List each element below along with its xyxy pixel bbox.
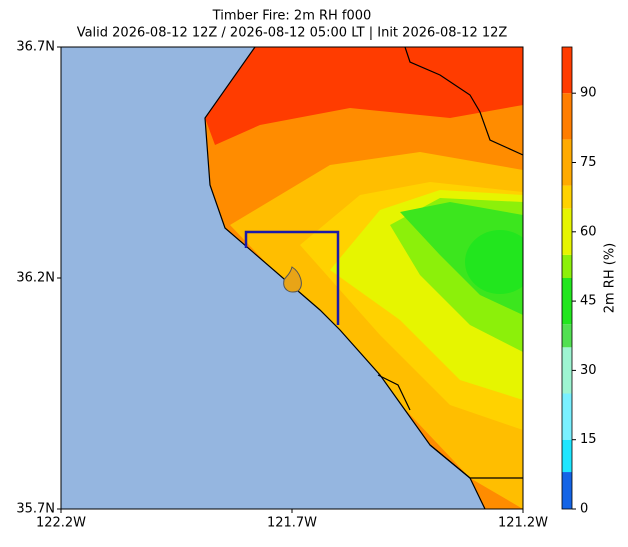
colorbar-tick-label: 0 <box>580 502 588 517</box>
colorbar-segment <box>562 254 572 278</box>
colorbar-segment <box>562 278 572 325</box>
colorbar-frame <box>561 46 573 510</box>
domain-box <box>244 230 340 325</box>
colorbar-segment <box>562 347 572 394</box>
colorbar-segment <box>562 185 572 209</box>
colorbar-tick-label: 60 <box>580 224 597 239</box>
x-tick-label: 121.7W <box>267 516 317 531</box>
colorbar-segment <box>562 93 572 140</box>
colorbar-tick-label: 75 <box>580 155 597 170</box>
colorbar-tick-label: 90 <box>580 86 597 101</box>
y-tick-label: 36.2N <box>16 271 55 286</box>
colorbar-segment <box>562 208 572 255</box>
map-area <box>60 46 524 510</box>
border-line <box>429 444 523 479</box>
y-tick-label: 35.7N <box>16 502 55 517</box>
colorbar-tick-label: 30 <box>580 363 597 378</box>
colorbar-segment <box>562 439 572 473</box>
rh-field <box>205 47 523 509</box>
colorbar-tick-label: 15 <box>580 432 597 447</box>
colorbar-segment <box>562 472 572 509</box>
colorbar-label: 2m RH (%) <box>603 243 618 314</box>
x-tick-label: 121.2W <box>498 516 548 531</box>
chart-title: Timber Fire: 2m RH f000 <box>212 9 372 24</box>
fire-icon <box>283 266 302 293</box>
chart-subtitle: Valid 2026-08-12 12Z / 2026-08-12 05:00 … <box>77 26 508 41</box>
colorbar-segment <box>562 324 572 348</box>
colorbar-tick-label: 45 <box>580 294 597 309</box>
y-tick-label: 36.7N <box>16 40 55 55</box>
colorbar-segment <box>562 139 572 186</box>
x-tick-label: 122.2W <box>36 516 86 531</box>
border-line <box>377 374 411 411</box>
border-line <box>404 46 524 156</box>
colorbar-segment <box>562 47 572 94</box>
colorbar-segment <box>562 393 572 440</box>
